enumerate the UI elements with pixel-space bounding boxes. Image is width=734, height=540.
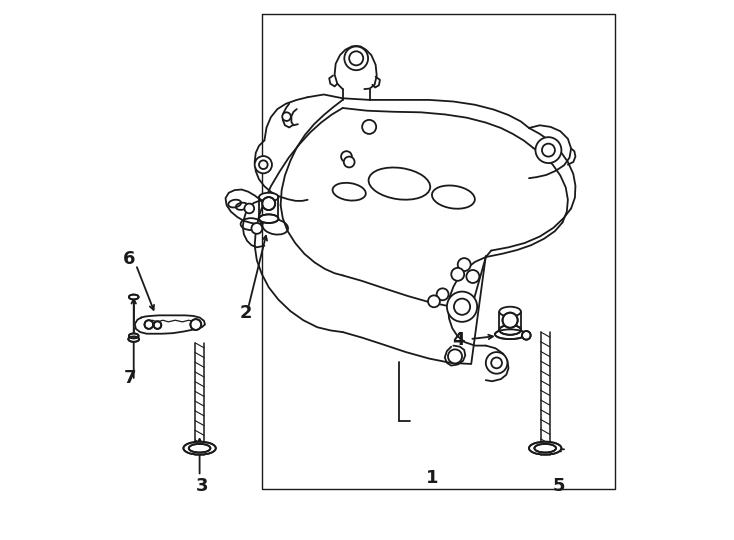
Ellipse shape bbox=[529, 442, 562, 455]
Circle shape bbox=[458, 258, 470, 271]
Circle shape bbox=[145, 320, 153, 329]
Text: 5: 5 bbox=[553, 477, 565, 495]
Circle shape bbox=[448, 349, 462, 363]
Ellipse shape bbox=[499, 325, 521, 335]
Circle shape bbox=[522, 331, 531, 340]
Ellipse shape bbox=[495, 329, 526, 339]
Circle shape bbox=[262, 197, 275, 210]
Ellipse shape bbox=[184, 442, 216, 455]
Ellipse shape bbox=[259, 214, 278, 223]
Circle shape bbox=[153, 321, 161, 329]
Ellipse shape bbox=[189, 444, 211, 453]
Ellipse shape bbox=[128, 336, 139, 342]
Circle shape bbox=[190, 319, 201, 330]
Text: 2: 2 bbox=[239, 304, 252, 322]
Ellipse shape bbox=[499, 307, 521, 316]
Text: 1: 1 bbox=[426, 469, 438, 487]
Ellipse shape bbox=[129, 295, 139, 300]
Ellipse shape bbox=[534, 444, 556, 453]
Text: 7: 7 bbox=[124, 369, 137, 387]
Circle shape bbox=[466, 270, 479, 283]
Circle shape bbox=[536, 137, 562, 163]
Text: 6: 6 bbox=[123, 250, 136, 268]
Text: 3: 3 bbox=[196, 477, 208, 495]
Circle shape bbox=[451, 268, 464, 281]
Circle shape bbox=[503, 313, 517, 328]
Circle shape bbox=[437, 288, 448, 300]
Polygon shape bbox=[135, 315, 205, 334]
Circle shape bbox=[447, 292, 477, 322]
Text: 4: 4 bbox=[453, 331, 465, 349]
Circle shape bbox=[344, 46, 368, 70]
Circle shape bbox=[428, 295, 440, 307]
Circle shape bbox=[252, 223, 262, 234]
Circle shape bbox=[255, 156, 272, 173]
Circle shape bbox=[486, 352, 507, 374]
Circle shape bbox=[282, 112, 291, 121]
Circle shape bbox=[244, 204, 254, 213]
Circle shape bbox=[341, 151, 352, 162]
Ellipse shape bbox=[259, 193, 278, 201]
Circle shape bbox=[344, 157, 355, 167]
Ellipse shape bbox=[129, 333, 139, 338]
Circle shape bbox=[362, 120, 377, 134]
